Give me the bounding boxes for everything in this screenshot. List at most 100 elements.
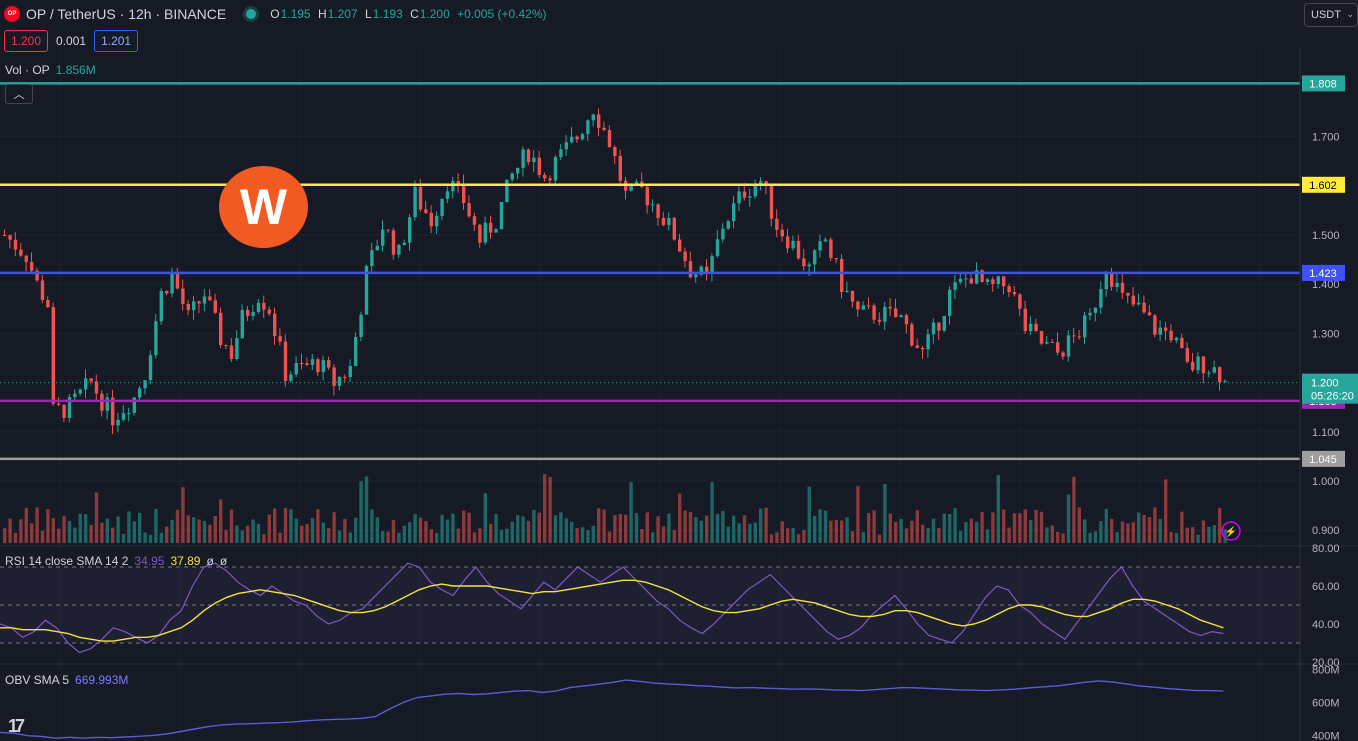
volume-bar [872, 510, 876, 543]
volume-bar [186, 515, 190, 543]
volume-bar [742, 515, 747, 543]
volume-bar [597, 508, 601, 543]
candle-body [375, 245, 379, 251]
candle-body [1056, 342, 1060, 353]
volume-bar [1185, 527, 1189, 543]
volume-bar [764, 507, 768, 543]
candle-body [359, 314, 363, 337]
candle-body [991, 279, 995, 284]
candle-body [985, 279, 990, 283]
candle-body [829, 239, 833, 258]
candle-body [948, 289, 952, 316]
open-key: O [270, 7, 280, 21]
low-value: 1.193 [372, 7, 403, 21]
volume-bar [57, 528, 61, 543]
candle-body [1002, 276, 1006, 287]
candle-body [656, 204, 660, 218]
level-price-badge-text: 1.045 [1309, 454, 1337, 466]
volume-bar [175, 509, 180, 543]
candle-body [67, 397, 72, 418]
volume-bar [634, 512, 639, 543]
volume-bar [13, 532, 18, 543]
candle-body [105, 397, 109, 411]
candle-body [451, 181, 455, 192]
candle-body [1120, 282, 1125, 293]
volume-value: 1.856M [55, 63, 96, 77]
candle-body [170, 272, 174, 294]
volume-bar [1137, 512, 1141, 543]
candle-body [553, 157, 558, 181]
level-price-badge [1302, 264, 1345, 281]
candle-body [499, 202, 504, 230]
symbol-title[interactable]: OP / TetherUS · 12h · BINANCE [26, 6, 227, 22]
sell-price-button[interactable]: 1.200 [4, 30, 49, 52]
candle-body [1142, 302, 1146, 313]
candle-body [478, 224, 482, 243]
obv-legend[interactable]: OBV SMA 5 669.993M [5, 673, 128, 687]
candle-body [494, 229, 498, 233]
chevron-up-icon[interactable]: ︿ [5, 84, 33, 104]
volume-bar [143, 532, 147, 543]
candle-body [1061, 352, 1065, 357]
currency-selector[interactable]: USDT ⌄ [1304, 3, 1358, 27]
candle-body [1018, 294, 1022, 309]
candle-body [613, 147, 617, 157]
tradingview-logo-icon[interactable]: 17 [8, 716, 25, 736]
candle-body [278, 336, 282, 342]
volume-bar [613, 515, 617, 543]
volume-bar [1061, 533, 1065, 543]
volume-bar [359, 481, 363, 543]
rsi-legend[interactable]: RSI 14 close SMA 14 2 34.95 37.89 ø ø [5, 554, 227, 568]
currency-value: USDT [1311, 9, 1341, 21]
candle-body [1007, 286, 1011, 293]
candle-body [386, 229, 390, 231]
chart-header: OP OP / TetherUS · 12h · BINANCE O1.195 … [4, 6, 551, 22]
volume-bar [202, 520, 207, 543]
candle-body [926, 334, 930, 350]
volume-bar [980, 512, 984, 543]
candle-body [510, 173, 514, 180]
obv-tick-label: 400M [1312, 731, 1340, 741]
candle-body [208, 296, 212, 301]
level-price-badge [1302, 176, 1345, 193]
candle-body [937, 322, 941, 331]
volume-bar [796, 534, 801, 543]
candle-body [726, 221, 730, 229]
volume-bar [1002, 509, 1006, 543]
volume-bar [948, 514, 952, 543]
volume-bar [51, 518, 55, 543]
volume-bar [553, 515, 558, 543]
volume-bar [1083, 519, 1087, 543]
candle-body [872, 305, 876, 320]
candle-body [526, 149, 531, 163]
candle-body [683, 251, 687, 262]
candle-body [181, 288, 185, 304]
candle-body [186, 303, 190, 311]
candle-body [910, 324, 914, 346]
candle-body [1050, 341, 1054, 343]
buy-price-button[interactable]: 1.201 [94, 30, 139, 52]
candle-body [883, 306, 887, 322]
volume-bar [148, 534, 153, 543]
candle-body [78, 389, 82, 394]
candle-body [429, 212, 433, 227]
volume-bar [607, 531, 612, 543]
volume-bar [100, 522, 104, 543]
volume-bar [1023, 509, 1027, 543]
volume-bar [251, 519, 255, 543]
volume-bar [483, 493, 487, 543]
candle-body [1034, 323, 1038, 332]
candle-body [915, 345, 919, 349]
candle-body [1077, 336, 1081, 338]
candle-body [159, 290, 163, 322]
candle-body [931, 322, 936, 335]
candle-body [1066, 335, 1071, 357]
obv-value: 669.993M [75, 673, 129, 687]
volume-bar [337, 530, 342, 543]
volume-bar [429, 529, 433, 543]
volume-bar [1066, 494, 1071, 543]
volume-bar [289, 509, 293, 543]
volume-legend[interactable]: Vol · OP 1.856M [5, 63, 96, 77]
candle-body [57, 403, 61, 405]
